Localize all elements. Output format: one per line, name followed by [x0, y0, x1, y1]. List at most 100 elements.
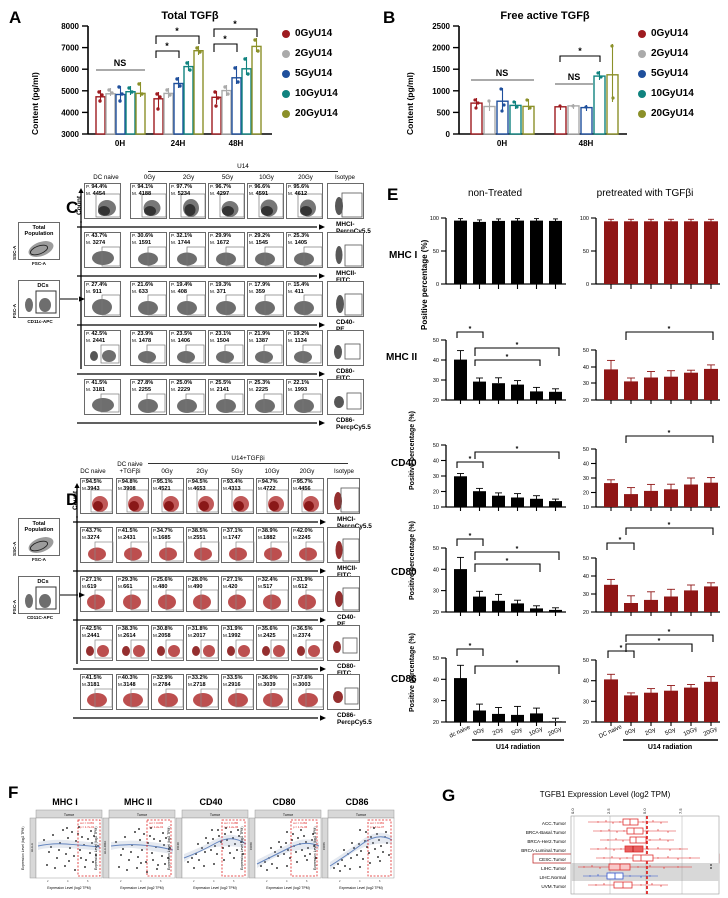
- fc-stats: P. 30.6% M. 1591: [132, 233, 154, 246]
- svg-text:50: 50: [433, 249, 439, 255]
- fc-stats: P. 22.1% M. 1993: [288, 380, 310, 393]
- svg-text:0H: 0H: [115, 139, 125, 148]
- fc-stats: P.35.6% M.2425: [258, 626, 278, 639]
- svg-text:DC naive: DC naive: [598, 724, 624, 740]
- svg-text:40: 40: [433, 677, 439, 683]
- fc-stats: P.38.9% M.1882: [258, 528, 278, 541]
- fc-plot: P. 21.9% M. 1387: [247, 330, 284, 366]
- panel-c-col-header-10gy: 10Gy: [259, 174, 274, 181]
- g-row-label: LIHC.Tumor: [541, 866, 566, 871]
- svg-text:20: 20: [433, 490, 439, 496]
- gate2-plot: DCs: [18, 280, 60, 318]
- fc-plot: P.40.3% M.3148: [116, 674, 149, 710]
- fc-plot-isotype: [327, 330, 364, 366]
- legend-label: 5GyU14: [295, 68, 333, 79]
- svg-text:*: *: [516, 660, 519, 667]
- panel-c-group-rule: [148, 171, 338, 172]
- svg-text:40: 40: [433, 358, 439, 364]
- svg-text:50: 50: [583, 556, 589, 562]
- panel-d-axis-arrows: [74, 483, 80, 664]
- fc-stats: P. 32.1% M. 1744: [171, 233, 193, 246]
- svg-text:30: 30: [583, 699, 589, 705]
- fc-plot: P. 22.1% M. 1993: [286, 379, 323, 415]
- fc-plot: P. 29.2% M. 1545: [247, 232, 284, 268]
- fc-stats: P. 95.6% M. 4612: [288, 184, 310, 197]
- fc-plot-isotype: [327, 674, 360, 710]
- fc-stats: P. 43.7% M. 3274: [86, 233, 108, 246]
- fc-plot: P.35.6% M.2425: [256, 625, 289, 661]
- fc-stats: P.33.5% M.2916: [223, 675, 243, 688]
- fc-plot: P.31.9% M.612: [291, 576, 324, 612]
- svg-text:CD80: CD80: [249, 842, 253, 850]
- panel-a-title: Total TGFβ: [161, 10, 219, 22]
- svg-text:cor = 0.081: cor = 0.081: [80, 821, 95, 825]
- panel-d-col-header-20gy: 20Gy: [299, 468, 315, 475]
- svg-text:6000: 6000: [61, 65, 79, 74]
- fc-stats: P.27.1% M.619: [82, 577, 102, 590]
- svg-text:Expression Level (log2 TPM): Expression Level (log2 TPM): [94, 827, 98, 870]
- panel-e-row-label-mhci: MHC I: [389, 250, 418, 261]
- fc-plot: P.36.0% M.3039: [256, 674, 289, 710]
- fc-plot-isotype: [327, 281, 364, 317]
- gate1-ylabel: SSC-A: [12, 541, 17, 556]
- svg-text:Tumor: Tumor: [356, 813, 367, 817]
- panel-d-col-header-10gy: 10Gy: [264, 468, 280, 475]
- svg-text:30: 30: [583, 592, 589, 598]
- fc-plot: P.28.0% M.490: [186, 576, 219, 612]
- svg-text:4: 4: [213, 879, 215, 883]
- g-row-label: LIHC.Normal: [539, 875, 566, 880]
- gate2-plot: DCs: [18, 576, 60, 614]
- fc-stats: P. 27.8% M. 2255: [132, 380, 154, 393]
- svg-text:*: *: [668, 326, 671, 333]
- svg-text:NS: NS: [496, 68, 509, 78]
- panel-c-col-header-0gy: 0Gy: [143, 174, 156, 181]
- panel-g-title: TGFB1 Expression Level (log2 TPM): [539, 790, 671, 799]
- fc-stats: P.34.7% M.1685: [153, 528, 173, 541]
- panel-d-letter: D: [66, 490, 79, 509]
- fc-plot: P.37.1% M.1747: [221, 527, 255, 563]
- svg-text:50: 50: [583, 658, 589, 664]
- svg-text:30: 30: [433, 699, 439, 705]
- legend-item: 2GyU14: [282, 48, 338, 59]
- legend-item: 0GyU14: [282, 28, 338, 39]
- svg-text:Tumor: Tumor: [283, 813, 294, 817]
- fc-stats: P. 94.1% M. 4188: [132, 184, 154, 197]
- legend-item: 10GyU14: [638, 88, 694, 99]
- fc-stats: P. 96.6% M. 4591: [249, 184, 271, 197]
- svg-text:8000: 8000: [61, 22, 79, 31]
- legend-swatch: [282, 29, 290, 38]
- fc-plot: P.95.7% M.4456: [291, 478, 324, 514]
- svg-text:*: *: [175, 26, 179, 36]
- svg-text:6: 6: [233, 879, 235, 883]
- svg-text:6: 6: [87, 879, 89, 883]
- svg-text:100: 100: [580, 216, 589, 222]
- panel-e-row-label-cd80: CD80: [391, 567, 417, 578]
- svg-text:4: 4: [67, 879, 69, 883]
- svg-text:*: *: [506, 558, 509, 565]
- fc-plot: P.42.0% M.2245: [291, 527, 325, 563]
- svg-text:*: *: [619, 537, 622, 544]
- svg-text:48H: 48H: [579, 139, 594, 148]
- legend-swatch: [282, 89, 290, 98]
- legend-swatch: [282, 69, 290, 78]
- legend-swatch: [638, 89, 646, 98]
- fc-stats: P.94.5% M.3943: [82, 479, 102, 492]
- panel-e-ylabel: Positive percentage (%): [409, 633, 416, 712]
- panel-f-title-cd86: CD86: [345, 797, 369, 807]
- panel-f-scatter-cd80: Tumor cor = 0.284 p = 1.7e-06 Expression…: [240, 809, 322, 890]
- svg-text:*: *: [668, 430, 671, 437]
- fc-marker-label: MHCI- PercpCy5.5: [337, 516, 372, 530]
- fc-stats: P. 25.0% M. 2229: [171, 380, 193, 393]
- g-row-label: ACC.Tumor: [542, 821, 567, 826]
- fc-plot: P.94.5% M.4653: [186, 478, 219, 514]
- fc-plot: P.93.4% M.4313: [221, 478, 254, 514]
- fc-stats: P.36.0% M.3039: [258, 675, 278, 688]
- svg-text:40: 40: [583, 574, 589, 580]
- legend-label: 20GyU14: [651, 108, 694, 119]
- fc-stats: P. 15.4% M. 411: [288, 282, 310, 295]
- legend-item: 5GyU14: [638, 68, 694, 79]
- fc-marker-label: CD86- PercpCy5.5: [336, 417, 371, 431]
- panel-f-scatter-mhcii: Tumor cor = 0.093 p = 1.2e-01 Expression…: [94, 809, 176, 890]
- fc-plot: P. 15.4% M. 411: [286, 281, 323, 317]
- fc-marker-label: CD80- FITC: [337, 663, 356, 677]
